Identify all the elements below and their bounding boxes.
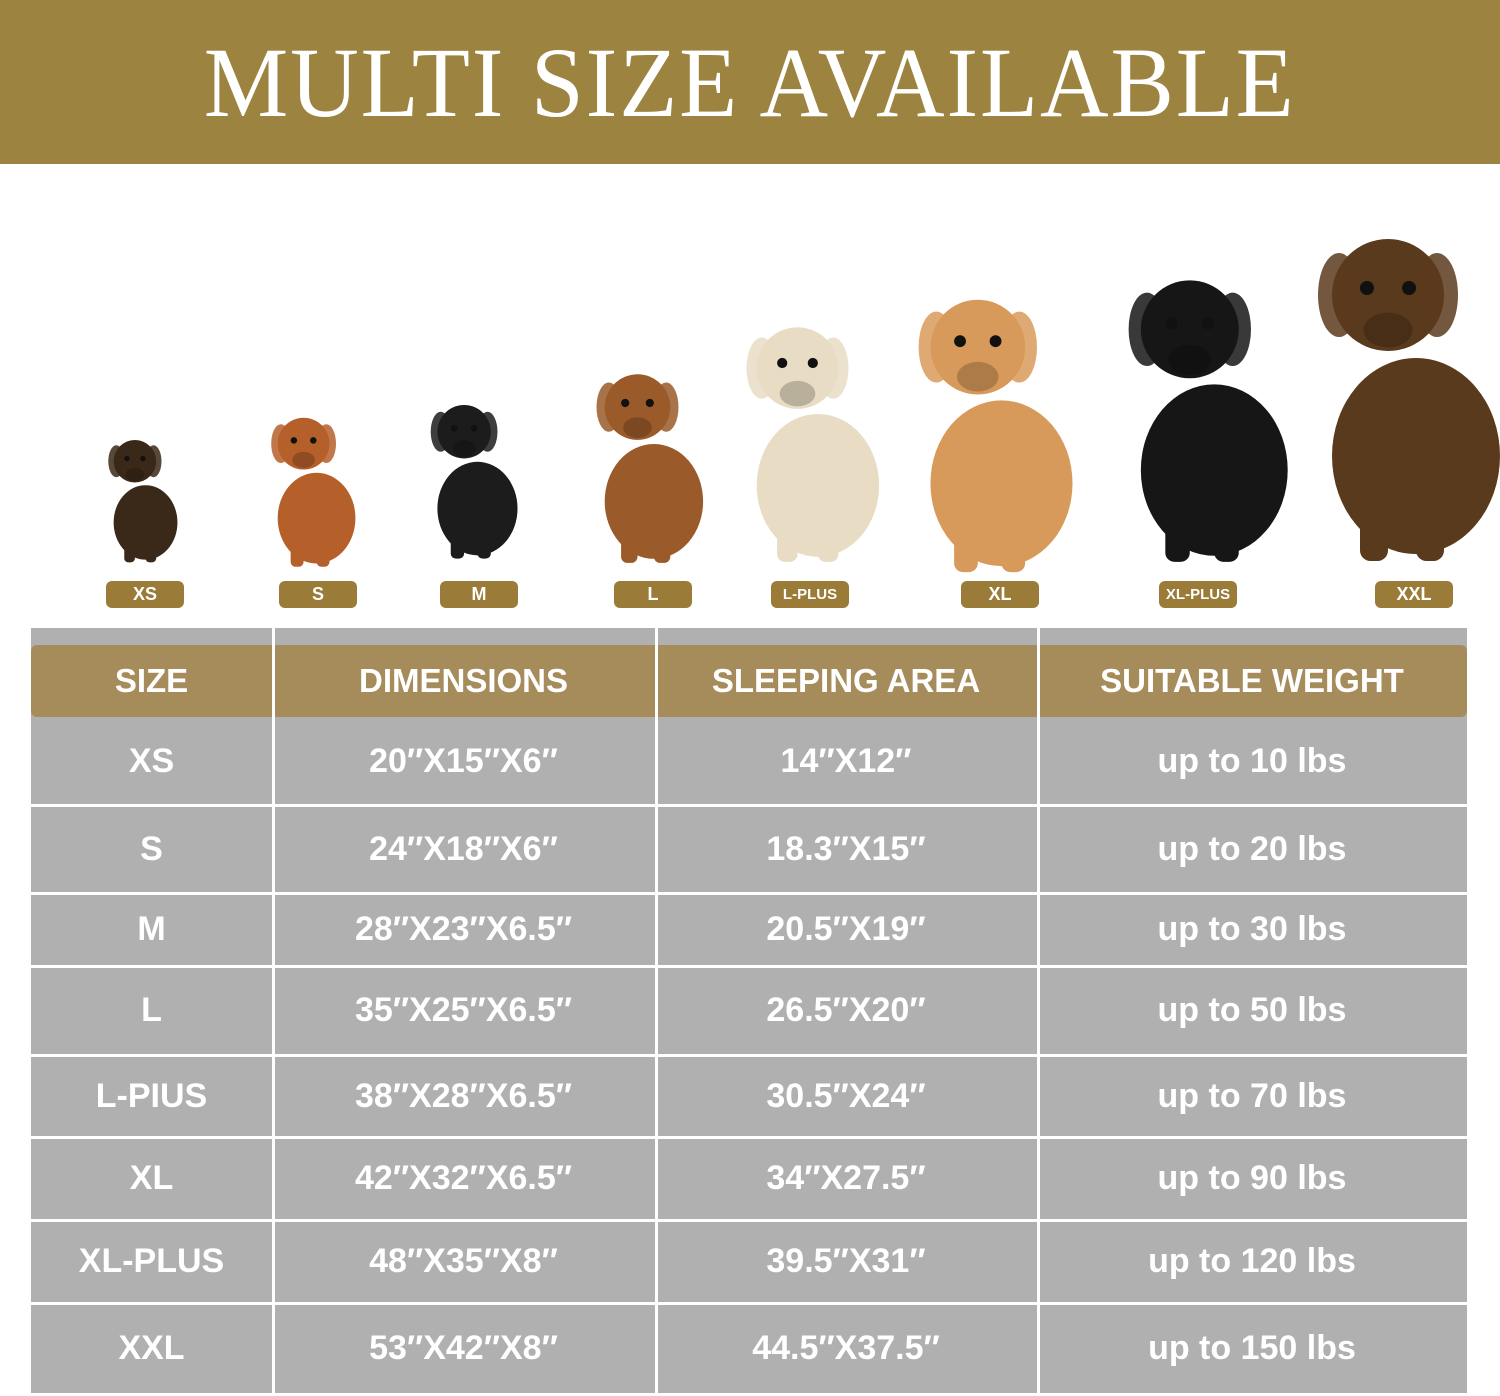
row-divider (31, 1136, 1467, 1139)
table-cell: up to 120 lbs (1148, 1242, 1356, 1280)
row-divider (31, 804, 1467, 807)
size-chart-table: SIZE DIMENSIONS SLEEPING AREA SUITABLE WEIG… (31, 628, 1467, 1393)
dog-image-xl (918, 299, 1073, 573)
table-cell: S (140, 829, 163, 868)
dog-image-m (430, 405, 518, 559)
table-cell: 48″X35″X8″ (369, 1242, 558, 1280)
table-cell: 44.5″X37.5″ (752, 1328, 940, 1367)
row-divider (31, 1302, 1467, 1305)
column-divider (272, 628, 275, 1393)
table-cell: up to 20 lbs (1157, 829, 1347, 868)
table-cell: up to 90 lbs (1157, 1159, 1347, 1197)
size-badge-l: L (614, 581, 692, 608)
column-divider (1037, 628, 1040, 1393)
table-cell: up to 10 lbs (1157, 741, 1347, 780)
table-cell: XL (129, 1159, 174, 1197)
table-cell: 20.5″X19″ (766, 910, 926, 948)
dog-image-s (271, 417, 356, 567)
table-cell: XL-PLUS (78, 1242, 225, 1280)
table-cell: L-PIUS (95, 1076, 208, 1115)
column-header: DIMENSIONS (358, 662, 569, 699)
dog-image-xxl (1317, 239, 1500, 561)
table-cell: XXL (118, 1328, 185, 1367)
column-header: SUITABLE WEIGHT (1100, 662, 1404, 699)
table-cell: 34″X27.5″ (766, 1159, 926, 1197)
table-cell: 24″X18″X6″ (369, 829, 558, 868)
dog-image-xl-plus (1128, 280, 1288, 562)
table-header-row (31, 645, 1467, 717)
table-cell: 42″X32″X6.5″ (354, 1159, 573, 1197)
row-divider (31, 965, 1467, 968)
table-cell: up to 70 lbs (1157, 1076, 1347, 1115)
size-badge-xl-plus: XL-PLUS (1159, 581, 1237, 608)
table-cell: up to 150 lbs (1148, 1328, 1356, 1367)
size-badge-m: M (440, 581, 518, 608)
table-cell: M (137, 910, 166, 948)
row-divider (31, 1054, 1467, 1057)
size-badge-l-plus: L-PLUS (771, 581, 849, 608)
table-cell: XS (128, 741, 175, 780)
dog-image-xs (108, 439, 178, 563)
row-divider (31, 892, 1467, 895)
title-banner: MULTI SIZE AVAILABLE (0, 0, 1500, 164)
column-divider (655, 628, 658, 1393)
column-header: SIZE (114, 662, 189, 699)
table-cell: up to 50 lbs (1157, 991, 1347, 1029)
size-badge-xxl: XXL (1375, 581, 1453, 608)
table-cell: 35″X25″X6.5″ (354, 991, 573, 1029)
page-title: MULTI SIZE AVAILABLE (204, 26, 1296, 138)
size-badge-s: S (279, 581, 357, 608)
size-badge-xl: XL (961, 581, 1039, 608)
table-cell: 14″X12″ (780, 741, 912, 780)
row-divider (31, 1219, 1467, 1222)
dog-image-l-plus (746, 327, 879, 562)
table-cell: 26.5″X20″ (766, 991, 926, 1029)
table-cell: 20″X15″X6″ (369, 741, 558, 780)
size-badge-xs: XS (106, 581, 184, 608)
table-cell: 53″X42″X8″ (369, 1328, 558, 1367)
table-cell: 18.3″X15″ (766, 829, 926, 868)
table-cell: 28″X23″X6.5″ (354, 910, 573, 948)
table-cell: 38″X28″X6.5″ (354, 1076, 573, 1115)
table-cell: 39.5″X31″ (766, 1242, 926, 1280)
table-cell: L (141, 991, 162, 1029)
table-cell: 30.5″X24″ (766, 1076, 926, 1115)
table-cell: up to 30 lbs (1157, 910, 1347, 948)
dog-image-l (596, 374, 704, 563)
column-header: SLEEPING AREA (711, 662, 981, 699)
